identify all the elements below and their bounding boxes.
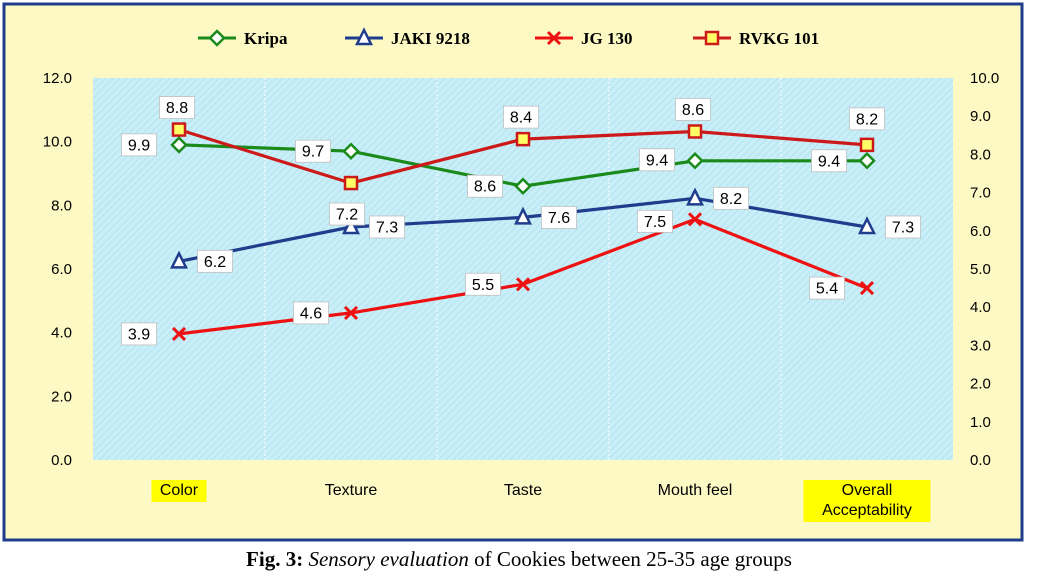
data-label-jaki-9218: 7.3	[376, 219, 398, 236]
caption-rest: of Cookies between 25-35 age groups	[468, 547, 792, 571]
sensory-chart: 0.0 2.0 4.0 6.0 8.0 10.0 12.0 0.0 1.0 2.0 3.0 4.0 5…	[2, 2, 1024, 542]
data-label-box	[197, 249, 233, 273]
data-label-kripa: 9.9	[128, 137, 150, 154]
data-label-jaki-9218: 7.3	[892, 219, 914, 236]
y-right-tick-label: 4.0	[970, 299, 991, 316]
category-label-overall-acceptability: Overall Acceptability	[822, 482, 912, 519]
data-label-box	[637, 209, 673, 233]
y-right-tick-label: 10.0	[970, 70, 999, 87]
legend-marker-jaki-9218	[354, 27, 374, 46]
data-label-rvkg-101: 7.2	[336, 207, 358, 224]
category-highlight	[803, 480, 931, 522]
caption-fig-number: Fig. 3:	[246, 547, 304, 571]
data-label-box	[639, 148, 675, 172]
y-right-tick-label: 7.0	[970, 185, 991, 202]
marker-rvkg-101	[343, 175, 359, 191]
marker-rvkg-101	[515, 131, 531, 147]
category-label-mouth-feel: Mouth feel	[658, 482, 733, 499]
data-label-kripa: 9.4	[818, 153, 840, 170]
data-label-box	[295, 139, 331, 163]
data-label-box	[849, 107, 885, 131]
legend-marker-kripa	[208, 29, 226, 47]
y-right-tick-label: 0.0	[970, 452, 991, 469]
marker-jaki-9218	[685, 187, 705, 206]
marker-kripa	[686, 151, 704, 170]
data-label-box	[713, 186, 749, 210]
legend-marker-jg-130	[546, 30, 562, 46]
y-right-tick-label: 5.0	[970, 261, 991, 278]
marker-kripa	[170, 136, 188, 154]
category-highlight	[151, 480, 207, 502]
y-left-tick-label: 10.0	[43, 134, 72, 151]
data-label-jaki-9218: 8.2	[720, 191, 742, 208]
data-label-kripa: 9.4	[646, 152, 668, 169]
data-label-box	[369, 215, 405, 239]
data-label-box	[885, 215, 921, 239]
marker-jg-130	[687, 212, 703, 227]
marker-kripa	[342, 142, 360, 160]
y-left-tick-label: 2.0	[51, 388, 72, 405]
marker-jg-130	[515, 277, 531, 292]
data-label-kripa: 8.6	[474, 179, 496, 196]
data-label-box	[503, 105, 539, 129]
legend-label-jg-130: JG 130	[581, 29, 632, 48]
data-label-box	[329, 202, 365, 226]
data-label-kripa: 9.7	[302, 144, 324, 161]
y-right-tick-label: 6.0	[970, 223, 991, 240]
y-right-tick-label: 1.0	[970, 414, 991, 431]
data-label-box	[541, 206, 577, 229]
data-label-box	[675, 98, 711, 121]
data-label-rvkg-101: 8.4	[510, 110, 532, 127]
marker-jaki-9218	[169, 250, 189, 269]
marker-jg-130	[343, 305, 359, 320]
data-label-rvkg-101: 8.8	[166, 100, 188, 117]
data-label-jg-130: 5.4	[816, 281, 838, 298]
data-label-box	[467, 174, 503, 198]
data-label-rvkg-101: 8.2	[856, 111, 878, 128]
marker-rvkg-101	[171, 122, 187, 137]
marker-jaki-9218	[857, 216, 877, 235]
data-label-box	[121, 322, 157, 346]
y-left-tick-label: 0.0	[51, 452, 72, 469]
marker-jaki-9218	[513, 206, 533, 225]
marker-kripa	[514, 177, 532, 196]
legend-marker-rvkg-101	[704, 30, 720, 46]
y-left-tick-label: 12.0	[43, 70, 72, 87]
legend-label-jaki-9218: JAKI 9218	[391, 29, 470, 48]
marker-jaki-9218	[341, 216, 361, 235]
figure-caption: Fig. 3: Sensory evaluation of Cookies be…	[0, 547, 1038, 572]
marker-rvkg-101	[687, 124, 703, 139]
y-right-tick-label: 8.0	[970, 146, 991, 163]
data-label-box	[159, 96, 195, 119]
y-left-tick-label: 8.0	[51, 197, 72, 214]
data-label-box	[293, 301, 329, 325]
y-right-tick-label: 2.0	[970, 376, 991, 393]
data-label-jaki-9218: 7.6	[548, 210, 570, 227]
data-label-jg-130: 7.5	[644, 214, 666, 231]
category-label-texture: Texture	[325, 482, 378, 499]
data-label-jg-130: 3.9	[128, 326, 150, 343]
legend-label-rvkg-101: RVKG 101	[739, 29, 819, 48]
data-label-box	[465, 272, 501, 296]
data-label-box	[811, 149, 847, 173]
caption-italic: Sensory evaluation	[308, 547, 469, 571]
marker-jg-130	[859, 281, 875, 296]
marker-jg-130	[171, 326, 187, 342]
data-label-rvkg-101: 8.6	[682, 102, 704, 119]
y-right-tick-label: 3.0	[970, 337, 991, 354]
data-label-box	[121, 133, 157, 157]
marker-kripa	[858, 151, 876, 170]
data-label-jg-130: 5.5	[472, 277, 494, 294]
y-left-tick-label: 4.0	[51, 325, 72, 342]
category-label-color: Color	[160, 482, 199, 499]
data-label-box	[809, 276, 845, 300]
marker-rvkg-101	[859, 137, 875, 153]
category-label-taste: Taste	[504, 482, 542, 499]
data-label-jaki-9218: 6.2	[204, 254, 226, 271]
y-left-tick-label: 6.0	[51, 261, 72, 278]
legend-label-kripa: Kripa	[244, 29, 288, 48]
data-label-jg-130: 4.6	[300, 305, 322, 322]
y-right-tick-label: 9.0	[970, 108, 991, 125]
